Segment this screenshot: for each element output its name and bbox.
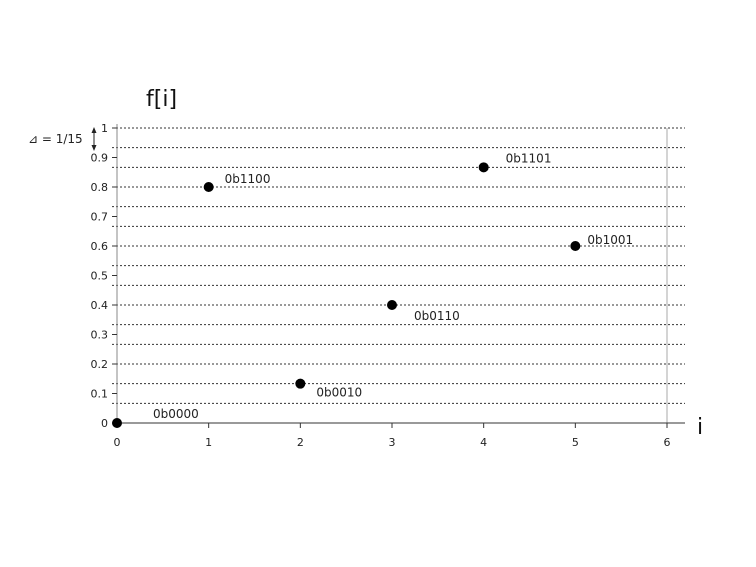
y-tick-label: 0.2	[91, 358, 109, 371]
point-label: 0b1100	[225, 172, 271, 186]
data-point	[478, 162, 489, 173]
y-tick-label: 0	[101, 417, 108, 430]
y-tick-label: 0.1	[91, 388, 109, 401]
point-label: 0b0000	[153, 407, 199, 421]
y-tick-label: 0.5	[91, 270, 109, 283]
step-arrow-head-down	[91, 145, 97, 151]
point-label: 0b1001	[587, 233, 633, 247]
x-tick-label: 3	[389, 436, 396, 449]
y-tick-label: 0.4	[91, 299, 109, 312]
step-annotation: ⊿ = 1/15	[28, 127, 97, 151]
data-point	[203, 182, 214, 192]
y-tick-label: 0.6	[91, 240, 109, 253]
axes	[112, 124, 685, 428]
x-tick-label: 4	[480, 436, 487, 449]
point-label: 0b0010	[316, 386, 362, 400]
x-axis-title: i	[697, 415, 703, 440]
point-label: 0b0110	[414, 309, 460, 323]
point-labels: 0b0000 0b1100 0b0010 0b0110 0b1101 0b1001	[153, 151, 633, 421]
data-points	[112, 162, 581, 428]
y-tick-label: 0.8	[91, 181, 109, 194]
y-axis-title: f[i]	[146, 87, 177, 112]
x-tick-labels: 0 1 2 3 4 5 6	[114, 436, 671, 449]
point-label: 0b1101	[506, 151, 552, 165]
data-point	[570, 241, 581, 251]
x-tick-label: 1	[205, 436, 212, 449]
step-annotation-text: ⊿ = 1/15	[28, 132, 83, 146]
x-tick-label: 2	[297, 436, 304, 449]
y-tick-label: 0.7	[91, 211, 109, 224]
x-tick-label: 5	[572, 436, 579, 449]
data-point	[112, 418, 122, 428]
x-tick-label: 0	[114, 436, 121, 449]
data-point	[387, 300, 397, 310]
y-tick-label: 1	[101, 122, 108, 135]
data-point	[295, 378, 306, 389]
step-arrow-head-up	[91, 127, 97, 133]
y-tick-labels: 0 0.1 0.2 0.3 0.4 0.5 0.6 0.7 0.8 0.9 1	[91, 122, 109, 430]
grid-lines	[112, 127, 685, 424]
x-tick-label: 6	[664, 436, 671, 449]
y-tick-label: 0.3	[91, 329, 109, 342]
y-tick-label: 0.9	[91, 152, 109, 165]
